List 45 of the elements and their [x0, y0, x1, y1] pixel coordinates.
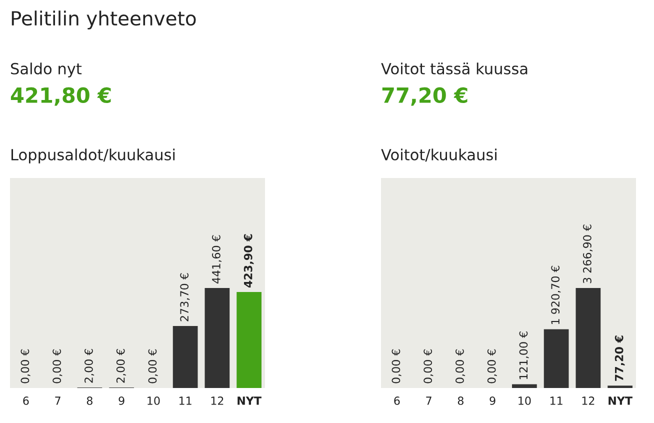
- text: Voitot tässä kuussa: [381, 62, 528, 74]
- x-tick-label: 9: [490, 396, 496, 405]
- data-label: 0,00 €: [20, 349, 30, 384]
- x-tick-label: 10: [148, 396, 160, 405]
- x-tick-label: 7: [426, 396, 432, 405]
- bar: [204, 288, 230, 388]
- data-label: 0,00 €: [456, 349, 466, 384]
- x-tick-label: 6: [23, 396, 29, 405]
- chart-title: Voitot/kuukausi: [381, 148, 496, 162]
- data-label: 121,00 €: [519, 332, 529, 380]
- data-label: 77,20 €: [614, 336, 625, 381]
- x-tick-label: 10: [518, 396, 531, 405]
- data-label: 3 266,90 €: [583, 224, 593, 284]
- text: Pelitilin yhteenveto: [12, 10, 196, 30]
- bar: [576, 288, 601, 388]
- data-label: 0,00 €: [392, 349, 402, 384]
- text: 77,20 €: [382, 87, 468, 106]
- x-tick-label: NYT: [608, 396, 632, 405]
- chart-title: Loppusaldot/kuukausi: [12, 148, 175, 164]
- x-tick-label: 9: [118, 396, 124, 405]
- bar: [512, 384, 537, 388]
- data-label: 423,90 €: [244, 234, 254, 288]
- x-tick-label: 12: [582, 396, 594, 405]
- bar: [172, 326, 198, 388]
- data-label: 1 920,70 €: [551, 266, 561, 324]
- x-tick-label: 11: [179, 396, 192, 405]
- x-tick-label: 12: [211, 396, 224, 405]
- text: 421,80 €: [10, 87, 111, 106]
- x-tick-label: 8: [458, 396, 464, 405]
- bar: [544, 329, 569, 388]
- data-label: 273,70 €: [180, 273, 190, 322]
- data-label: 0,00 €: [52, 349, 62, 384]
- data-label: 2,00 €: [84, 348, 94, 383]
- data-label: 0,00 €: [148, 349, 158, 384]
- x-tick-label: NYT: [238, 396, 262, 405]
- data-label: 441,60 €: [212, 235, 222, 284]
- data-label: 0,00 €: [424, 349, 434, 384]
- x-tick-label: 11: [550, 396, 562, 405]
- data-label: 2,00 €: [116, 348, 126, 383]
- text: Saldo nyt: [11, 62, 82, 78]
- x-tick-label: 7: [55, 396, 60, 405]
- x-tick-label: 6: [394, 396, 400, 405]
- data-label: 0,00 €: [487, 349, 497, 384]
- bar: [236, 292, 262, 388]
- x-tick-label: 8: [86, 396, 92, 405]
